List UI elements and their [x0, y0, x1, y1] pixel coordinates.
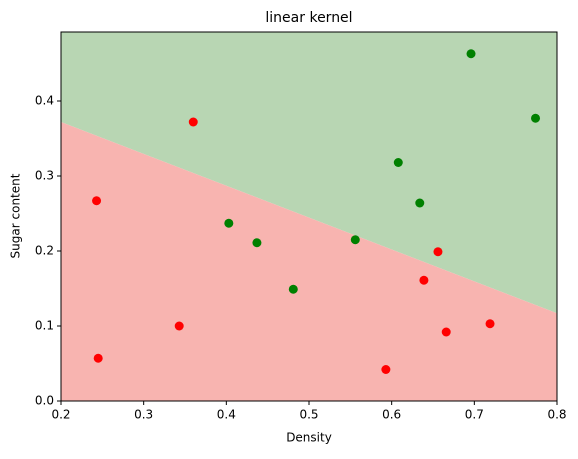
y-tick-label: 0.4 — [35, 94, 54, 108]
x-tick-label: 0.6 — [382, 408, 401, 422]
point — [224, 218, 234, 228]
point — [174, 321, 184, 331]
x-axis-label: Density — [286, 431, 332, 445]
point — [350, 235, 360, 245]
chart-title: linear kernel — [265, 10, 352, 26]
point — [288, 284, 298, 294]
point — [419, 275, 429, 285]
point — [92, 196, 102, 206]
decision-region — [61, 32, 557, 314]
x-tick-label: 0.8 — [547, 408, 566, 422]
point — [188, 117, 198, 127]
point — [415, 198, 425, 208]
y-tick-label: 0.2 — [35, 244, 54, 258]
x-tick-label: 0.4 — [217, 408, 236, 422]
point — [93, 353, 103, 363]
point — [485, 319, 495, 329]
point — [381, 365, 391, 374]
point — [441, 327, 451, 337]
point — [393, 158, 403, 167]
x-tick-label: 0.3 — [134, 408, 153, 422]
point — [466, 49, 476, 59]
point — [252, 238, 262, 248]
y-axis-label: Sugar content — [9, 173, 23, 258]
y-tick-label: 0.3 — [35, 169, 54, 183]
x-tick-label: 0.2 — [51, 408, 70, 422]
x-tick-label: 0.7 — [465, 408, 484, 422]
point — [531, 113, 541, 123]
x-tick-label: 0.5 — [299, 408, 318, 422]
y-tick-label: 0.1 — [35, 319, 54, 333]
point — [433, 247, 443, 257]
y-tick-label: 0.0 — [35, 394, 54, 408]
decision-region — [61, 122, 557, 401]
